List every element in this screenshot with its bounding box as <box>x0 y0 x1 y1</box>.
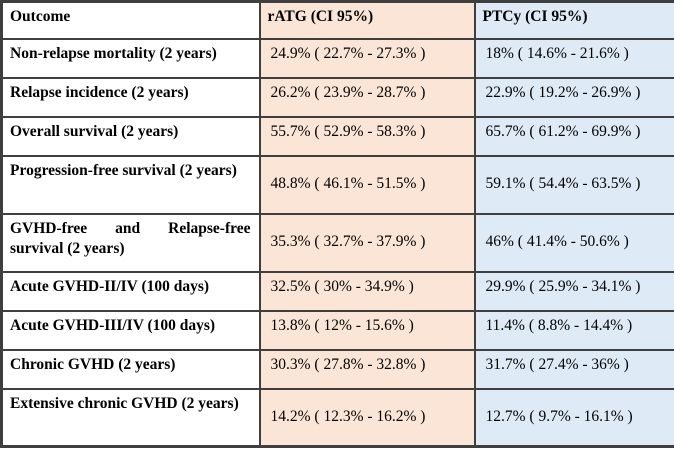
table-row: Chronic GVHD (2 years) 30.3% ( 27.8% - 3… <box>0 348 674 390</box>
outcomes-table: Outcome rATG (CI 95%) PTCy (CI 95%) Non-… <box>0 0 674 448</box>
column-header-outcome: Outcome <box>0 0 261 40</box>
ptcy-value-cell: 29.9% ( 25.9% - 34.1% ) <box>473 270 674 312</box>
ptcy-value-cell: 11.4% ( 8.8% - 14.4% ) <box>473 309 674 351</box>
column-header-ptcy: PTCy (CI 95%) <box>473 0 674 40</box>
ptcy-value-cell: 22.9% ( 19.2% - 26.9% ) <box>473 76 674 118</box>
table-row: Relapse incidence (2 years) 26.2% ( 23.9… <box>0 76 674 118</box>
table-row: Progression-free survival (2 years) 48.8… <box>0 154 674 215</box>
table-header: Outcome rATG (CI 95%) PTCy (CI 95%) <box>0 0 674 40</box>
ptcy-value-cell: 65.7% ( 61.2% - 69.9% ) <box>473 115 674 157</box>
ratg-value-cell: 13.8% ( 12% - 15.6% ) <box>258 309 476 351</box>
outcome-cell: Acute GVHD-II/IV (100 days) <box>0 270 261 312</box>
ratg-value-cell: 55.7% ( 52.9% - 58.3% ) <box>258 115 476 157</box>
table-row: Acute GVHD-III/IV (100 days) 13.8% ( 12%… <box>0 309 674 351</box>
outcome-cell: Acute GVHD-III/IV (100 days) <box>0 309 261 351</box>
ptcy-value-cell: 59.1% ( 54.4% - 63.5% ) <box>473 154 674 215</box>
ratg-value-cell: 35.3% ( 32.7% - 37.9% ) <box>258 212 476 273</box>
outcome-cell: Relapse incidence (2 years) <box>0 76 261 118</box>
ptcy-value-cell: 18% ( 14.6% - 21.6% ) <box>473 37 674 79</box>
table-row: GVHD-free and Relapse-free survival (2 y… <box>0 212 674 273</box>
outcome-cell: Progression-free survival (2 years) <box>0 154 261 215</box>
table-body: Non-relapse mortality (2 years) 24.9% ( … <box>0 37 674 448</box>
ratg-value-cell: 48.8% ( 46.1% - 51.5% ) <box>258 154 476 215</box>
outcome-cell: Overall survival (2 years) <box>0 115 261 157</box>
outcome-cell: Extensive chronic GVHD (2 years) <box>0 387 261 448</box>
table-row: Non-relapse mortality (2 years) 24.9% ( … <box>0 37 674 79</box>
ptcy-value-cell: 46% ( 41.4% - 50.6% ) <box>473 212 674 273</box>
ratg-value-cell: 26.2% ( 23.9% - 28.7% ) <box>258 76 476 118</box>
ratg-value-cell: 24.9% ( 22.7% - 27.3% ) <box>258 37 476 79</box>
outcome-cell: Non-relapse mortality (2 years) <box>0 37 261 79</box>
header-row: Outcome rATG (CI 95%) PTCy (CI 95%) <box>0 0 674 40</box>
table-row: Overall survival (2 years) 55.7% ( 52.9%… <box>0 115 674 157</box>
ratg-value-cell: 14.2% ( 12.3% - 16.2% ) <box>258 387 476 448</box>
outcome-cell: Chronic GVHD (2 years) <box>0 348 261 390</box>
outcome-cell: GVHD-free and Relapse-free survival (2 y… <box>0 212 261 273</box>
ratg-value-cell: 32.5% ( 30% - 34.9% ) <box>258 270 476 312</box>
table-row: Acute GVHD-II/IV (100 days) 32.5% ( 30% … <box>0 270 674 312</box>
ratg-value-cell: 30.3% ( 27.8% - 32.8% ) <box>258 348 476 390</box>
ptcy-value-cell: 31.7% ( 27.4% - 36% ) <box>473 348 674 390</box>
ptcy-value-cell: 12.7% ( 9.7% - 16.1% ) <box>473 387 674 448</box>
table-row: Extensive chronic GVHD (2 years) 14.2% (… <box>0 387 674 448</box>
column-header-ratg: rATG (CI 95%) <box>258 0 476 40</box>
